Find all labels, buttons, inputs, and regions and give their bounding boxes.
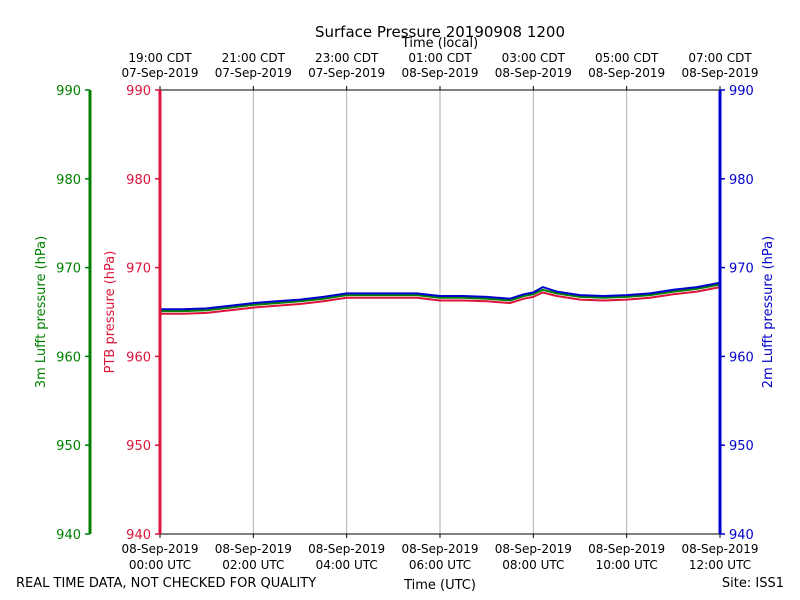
quality-disclaimer: REAL TIME DATA, NOT CHECKED FOR QUALITY: [16, 576, 317, 591]
bottom-tick-label: 02:00 UTC: [222, 558, 284, 572]
y-tick-label: 990: [56, 84, 81, 99]
y-tick-label: 960: [729, 350, 754, 365]
y-tick-label: 970: [126, 262, 151, 277]
y-tick-label: 970: [56, 262, 81, 277]
bottom-tick-label: 08-Sep-2019: [495, 542, 572, 556]
y-tick-label: 940: [56, 528, 81, 543]
bottom-tick-label: 08-Sep-2019: [308, 542, 385, 556]
y-tick-label: 950: [729, 439, 754, 454]
y-tick-label: 980: [729, 173, 754, 188]
series-line-2: [160, 281, 721, 311]
site-label: Site: ISS1: [721, 576, 784, 591]
top-tick-label: 05:00 CDT: [595, 51, 659, 65]
top-tick-label: 23:00 CDT: [315, 51, 379, 65]
y-tick-label: 980: [56, 173, 81, 188]
bottom-tick-label: 08-Sep-2019: [121, 542, 198, 556]
y-tick-label: 950: [126, 439, 151, 454]
series-line-0: [160, 283, 721, 313]
y-tick-label: 980: [126, 173, 151, 188]
bottom-tick-label: 06:00 UTC: [409, 558, 471, 572]
grid-lines: [252, 90, 628, 534]
bottom-axis-label: Time (UTC): [403, 578, 476, 593]
y-axis-label: PTB pressure (hPa): [103, 251, 118, 374]
top-tick-label: 08-Sep-2019: [588, 66, 665, 80]
bottom-tick-label: 08-Sep-2019: [401, 542, 478, 556]
y-tick-label: 960: [126, 350, 151, 365]
series-lines: [160, 281, 721, 315]
y-tick-label: 970: [729, 262, 754, 277]
chart-title: Surface Pressure 20190908 1200: [315, 23, 565, 41]
series-line-1: [160, 286, 721, 315]
top-tick-label: 08-Sep-2019: [401, 66, 478, 80]
top-tick-label: 01:00 CDT: [408, 51, 472, 65]
y-tick-label: 950: [56, 439, 81, 454]
top-tick-label: 19:00 CDT: [128, 51, 192, 65]
top-tick-label: 21:00 CDT: [222, 51, 286, 65]
y-tick-label: 940: [126, 528, 151, 543]
y-axis-label: 2m Lufft pressure (hPa): [761, 236, 776, 388]
bottom-tick-label: 00:00 UTC: [129, 558, 191, 572]
top-axis-label: Time (local): [401, 36, 478, 51]
y-tick-label: 990: [126, 84, 151, 99]
top-tick-label: 08-Sep-2019: [495, 66, 572, 80]
y-tick-label: 990: [729, 84, 754, 99]
bottom-tick-label: 08-Sep-2019: [681, 542, 758, 556]
bottom-tick-label: 08:00 UTC: [502, 558, 564, 572]
top-tick-label: 07-Sep-2019: [121, 66, 198, 80]
bottom-tick-label: 12:00 UTC: [689, 558, 751, 572]
top-tick-label: 07-Sep-2019: [308, 66, 385, 80]
top-tick-label: 07:00 CDT: [688, 51, 752, 65]
y-axis-label: 3m Lufft pressure (hPa): [34, 236, 49, 388]
top-tick-label: 08-Sep-2019: [681, 66, 758, 80]
top-tick-label: 07-Sep-2019: [215, 66, 292, 80]
top-tick-label: 03:00 CDT: [502, 51, 566, 65]
y-tick-label: 940: [729, 528, 754, 543]
bottom-tick-label: 10:00 UTC: [596, 558, 658, 572]
bottom-tick-label: 04:00 UTC: [316, 558, 378, 572]
y-tick-label: 960: [56, 350, 81, 365]
bottom-tick-label: 08-Sep-2019: [588, 542, 665, 556]
bottom-tick-label: 08-Sep-2019: [215, 542, 292, 556]
